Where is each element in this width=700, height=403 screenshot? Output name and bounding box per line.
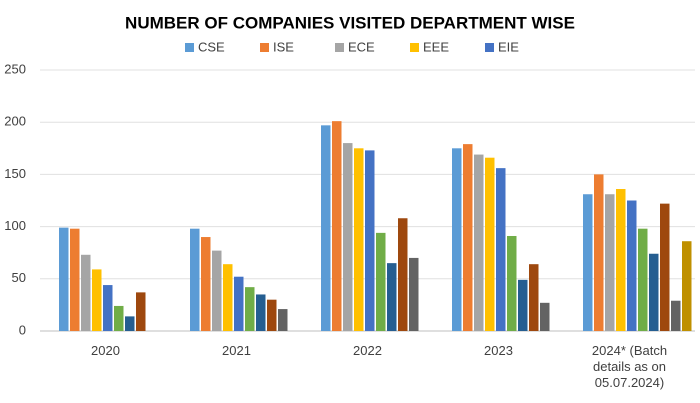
bar	[540, 302, 550, 331]
bar	[376, 232, 386, 331]
bar	[398, 218, 408, 331]
bar	[660, 203, 670, 331]
bar	[59, 227, 69, 331]
y-tick-label: 250	[4, 61, 26, 76]
bar	[463, 144, 473, 331]
bar	[649, 253, 659, 331]
y-tick-label: 0	[19, 322, 26, 337]
bar	[452, 148, 462, 331]
y-tick-label: 150	[4, 166, 26, 181]
x-tick-label: 2023	[484, 343, 513, 358]
bar	[201, 237, 211, 331]
bar	[321, 125, 331, 331]
bar	[671, 300, 681, 331]
bar	[70, 228, 80, 331]
bar	[605, 194, 615, 331]
bar	[223, 264, 233, 331]
bar	[485, 157, 495, 331]
y-tick-label: 50	[12, 270, 26, 285]
y-tick-label: 100	[4, 218, 26, 233]
bar	[234, 276, 244, 331]
x-tick-label-box: 2024* (Batch details as on 05.07.2024)	[591, 343, 668, 390]
x-tick-label-box: 2020	[91, 343, 120, 358]
x-tick-label: 2024* (Batch details as on 05.07.2024)	[591, 343, 668, 390]
legend-label: ECE	[348, 39, 375, 54]
x-tick-label-box: 2021	[222, 343, 251, 358]
bar	[92, 269, 102, 331]
x-tick-label: 2021	[222, 343, 251, 358]
bar	[387, 263, 397, 331]
bar	[507, 235, 517, 331]
legend-swatch	[485, 43, 494, 52]
bar	[638, 228, 648, 331]
bar	[190, 228, 200, 331]
bar	[583, 194, 593, 331]
x-tick-label: 2022	[353, 343, 382, 358]
legend-swatch	[185, 43, 194, 52]
bar	[278, 309, 288, 331]
chart-title: NUMBER OF COMPANIES VISITED DEPARTMENT W…	[125, 13, 575, 32]
bar	[529, 264, 539, 331]
bar	[365, 150, 375, 331]
legend-label: EIE	[498, 39, 519, 54]
bar	[627, 200, 637, 331]
legend-label: EEE	[423, 39, 449, 54]
x-tick-label-box: 2022	[353, 343, 382, 358]
bar	[518, 279, 528, 331]
bar	[682, 241, 692, 331]
legend-label: ISE	[273, 39, 294, 54]
bar	[616, 189, 626, 331]
bar	[594, 174, 604, 331]
bar	[332, 121, 342, 331]
legend-swatch	[335, 43, 344, 52]
bar	[136, 292, 146, 331]
bar	[103, 285, 113, 331]
y-tick-label: 200	[4, 114, 26, 129]
legend-swatch	[260, 43, 269, 52]
legend-swatch	[410, 43, 419, 52]
bar	[256, 294, 266, 331]
bar	[125, 316, 135, 331]
bar	[474, 154, 484, 331]
bar	[114, 305, 124, 331]
x-tick-label-box: 2023	[484, 343, 513, 358]
bar	[496, 168, 506, 331]
bar	[245, 287, 255, 331]
bar	[81, 254, 91, 331]
bar	[409, 257, 419, 331]
bar	[343, 143, 353, 331]
bar	[267, 299, 277, 331]
x-tick-label: 2020	[91, 343, 120, 358]
bar	[212, 250, 222, 331]
bar	[354, 148, 364, 331]
legend-label: CSE	[198, 39, 225, 54]
